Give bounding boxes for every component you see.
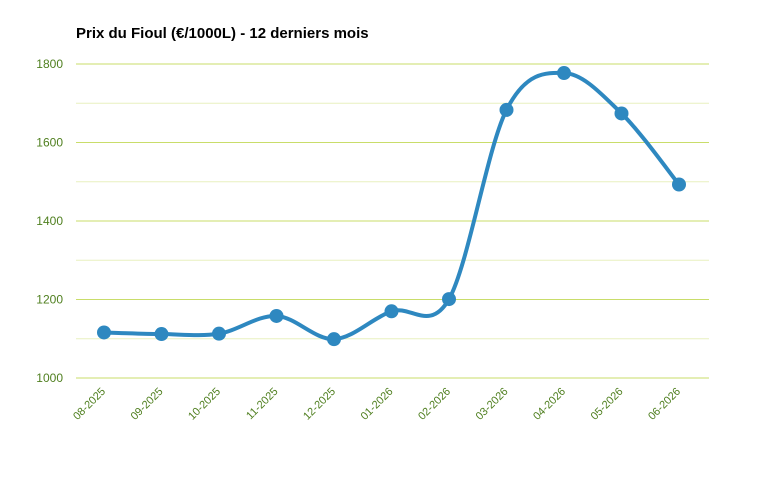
chart-title: Prix du Fioul (€/1000L) - 12 derniers mo…: [76, 25, 369, 42]
y-tick-label: 1800: [36, 57, 63, 71]
grid-lines: [76, 63, 709, 379]
data-point[interactable]: [212, 326, 226, 341]
y-tick-label: 1200: [36, 293, 63, 307]
y-tick-label: 1600: [36, 136, 63, 150]
x-tick-label: 09-2025: [129, 386, 166, 423]
x-tick-label: 04-2026: [531, 386, 568, 423]
data-point[interactable]: [154, 327, 169, 342]
data-point[interactable]: [442, 292, 456, 307]
data-point[interactable]: [614, 106, 629, 121]
x-axis-labels: 08-2025 09-2025 10-2025 11-2025 12-2025 01-20…: [71, 386, 683, 423]
x-tick-label: 08-2025: [71, 386, 108, 423]
data-points: [97, 66, 686, 347]
x-tick-label: 02-2026: [416, 386, 453, 423]
x-tick-label: 11-2025: [244, 386, 280, 422]
data-point[interactable]: [672, 177, 686, 192]
y-tick-label: 1400: [36, 214, 63, 228]
data-point[interactable]: [327, 332, 341, 347]
x-tick-label: 03-2026: [474, 386, 511, 423]
data-point[interactable]: [97, 325, 111, 340]
x-tick-label: 10-2025: [186, 386, 223, 423]
y-axis-labels: 1000 1200 1400 1600 1800: [36, 57, 63, 385]
x-tick-label: 01-2026: [359, 386, 396, 423]
data-point[interactable]: [269, 308, 284, 323]
y-tick-label: 1000: [36, 371, 63, 385]
data-point[interactable]: [384, 304, 399, 319]
x-tick-label: 12-2025: [301, 386, 338, 423]
x-tick-label: 06-2026: [646, 386, 683, 423]
data-point[interactable]: [557, 66, 571, 81]
x-tick-label: 05-2026: [589, 386, 626, 423]
data-point[interactable]: [499, 102, 514, 117]
